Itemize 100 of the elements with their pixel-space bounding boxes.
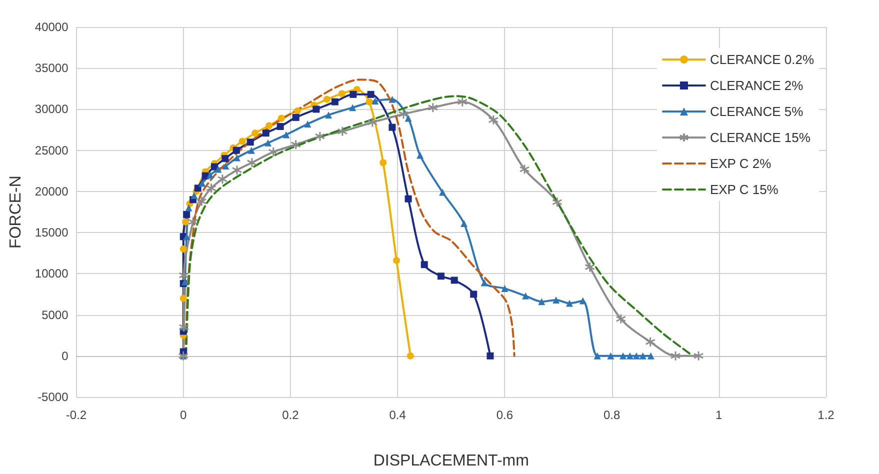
legend-label: EXP C 15% bbox=[710, 182, 779, 197]
point bbox=[372, 98, 379, 104]
point bbox=[314, 131, 326, 142]
point bbox=[450, 276, 458, 284]
point bbox=[566, 300, 573, 307]
point bbox=[645, 336, 656, 348]
point bbox=[194, 184, 202, 192]
point bbox=[693, 350, 704, 362]
x-tick-label: -0.2 bbox=[66, 408, 87, 422]
legend-label: EXP C 2% bbox=[710, 156, 772, 171]
point bbox=[198, 180, 206, 187]
point bbox=[188, 216, 198, 228]
point bbox=[180, 294, 187, 302]
point bbox=[353, 86, 360, 93]
point bbox=[480, 279, 488, 286]
point bbox=[337, 126, 348, 137]
x-tick-label: 0 bbox=[180, 408, 188, 422]
x-tick-label: 0.4 bbox=[389, 408, 406, 422]
point bbox=[331, 98, 338, 106]
point bbox=[294, 107, 301, 114]
y-tick-label: 15000 bbox=[34, 226, 69, 240]
point bbox=[338, 90, 346, 98]
x-tick-label: 0.2 bbox=[282, 408, 300, 422]
y-axis-title: FORCE-N bbox=[8, 176, 24, 248]
point bbox=[420, 261, 428, 268]
point bbox=[246, 157, 258, 168]
point bbox=[252, 130, 259, 137]
point bbox=[232, 164, 242, 176]
point bbox=[350, 90, 357, 98]
point bbox=[380, 159, 387, 166]
y-tick-label: 10000 bbox=[34, 266, 69, 281]
point bbox=[632, 352, 640, 360]
point bbox=[233, 154, 240, 162]
point bbox=[206, 182, 216, 194]
point bbox=[292, 114, 300, 121]
point bbox=[398, 108, 409, 120]
legend-label: CLERANCE 0.2% bbox=[710, 52, 814, 67]
point bbox=[552, 296, 560, 304]
point bbox=[388, 124, 396, 131]
legend-label: CLERANCE 2% bbox=[710, 78, 804, 93]
point bbox=[190, 192, 198, 200]
point bbox=[217, 174, 228, 184]
point bbox=[367, 90, 374, 98]
point bbox=[246, 138, 254, 146]
point bbox=[276, 122, 284, 130]
y-tick-label: 20000 bbox=[34, 184, 69, 198]
point bbox=[262, 130, 270, 137]
point bbox=[182, 218, 190, 226]
point bbox=[183, 233, 190, 240]
point bbox=[196, 196, 207, 207]
point bbox=[501, 284, 508, 292]
point bbox=[183, 210, 190, 218]
point bbox=[325, 111, 332, 118]
point bbox=[486, 352, 494, 360]
point bbox=[626, 352, 634, 360]
x-tick-label: 1 bbox=[716, 408, 723, 422]
point bbox=[232, 146, 240, 154]
point bbox=[388, 96, 396, 103]
point bbox=[264, 139, 272, 146]
point bbox=[366, 98, 373, 106]
point bbox=[406, 352, 414, 360]
point bbox=[470, 290, 478, 298]
point bbox=[584, 262, 596, 272]
point bbox=[185, 204, 192, 212]
point bbox=[304, 120, 312, 128]
point bbox=[522, 292, 530, 300]
y-tick-label: 25000 bbox=[34, 143, 69, 158]
point bbox=[404, 195, 412, 202]
y-tick-label: 30000 bbox=[34, 102, 69, 116]
point bbox=[393, 257, 400, 264]
point bbox=[439, 188, 446, 196]
point bbox=[214, 166, 222, 173]
point bbox=[266, 122, 273, 130]
point bbox=[290, 139, 302, 150]
point bbox=[670, 350, 681, 362]
point bbox=[238, 138, 246, 145]
x-axis-title: DISPLACEMENT-mm bbox=[373, 452, 529, 470]
point bbox=[222, 162, 230, 170]
y-tick-label: 5000 bbox=[42, 308, 69, 322]
point bbox=[268, 146, 279, 158]
legend-label: CLERANCE 5% bbox=[710, 104, 804, 119]
point bbox=[639, 352, 646, 360]
point bbox=[579, 297, 586, 304]
point bbox=[416, 152, 424, 159]
y-tick-label: 40000 bbox=[34, 20, 69, 34]
point bbox=[607, 352, 614, 360]
point bbox=[488, 114, 499, 126]
point bbox=[367, 117, 378, 128]
point bbox=[437, 272, 444, 280]
point bbox=[312, 106, 320, 113]
point bbox=[206, 172, 214, 178]
point bbox=[282, 131, 290, 138]
point bbox=[404, 114, 412, 122]
point bbox=[248, 146, 255, 154]
point bbox=[349, 104, 356, 112]
point bbox=[323, 96, 330, 103]
x-tick-label: 1.2 bbox=[818, 408, 835, 422]
y-tick-label: 0 bbox=[62, 348, 69, 363]
point bbox=[616, 314, 626, 324]
point bbox=[519, 164, 530, 174]
